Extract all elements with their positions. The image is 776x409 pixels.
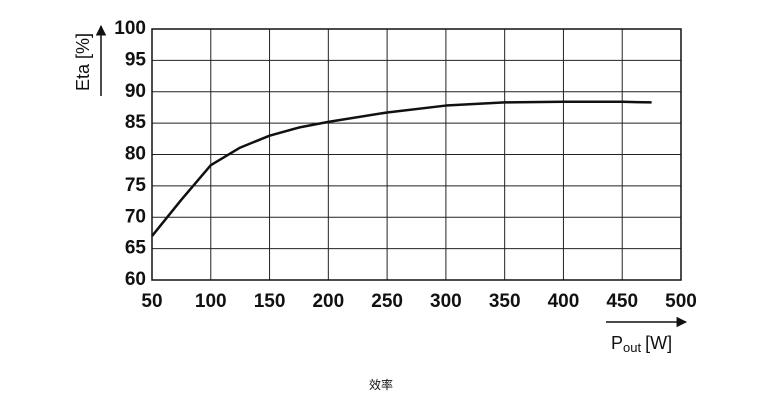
y-tick-label: 60 (125, 269, 146, 290)
y-tick-label: 65 (125, 238, 147, 259)
y-tick-label: 85 (125, 112, 147, 133)
x-tick-label: 200 (312, 291, 344, 312)
x-tick-label: 150 (254, 291, 286, 312)
y-tick-label: 100 (114, 18, 146, 39)
x-tick-label: 500 (665, 291, 697, 312)
x-label-main: P (611, 333, 623, 353)
caption: 效率 (369, 377, 393, 392)
series-line (151, 100, 652, 237)
x-label-sub: out (623, 340, 641, 355)
x-tick-label: 350 (489, 291, 521, 312)
x-tick-label: 300 (430, 291, 462, 312)
x-tick-label: 400 (548, 291, 580, 312)
x-tick-label: 50 (141, 291, 162, 312)
y-tick-label: 95 (125, 49, 147, 70)
y-tick-label: 75 (125, 175, 147, 196)
plot-frame (151, 28, 682, 281)
x-tick-label: 450 (606, 291, 638, 312)
y-tick-label: 80 (125, 144, 146, 165)
x-tick-label: 250 (371, 291, 403, 312)
y-tick-label: 70 (125, 206, 146, 227)
y-axis-label: Eta [%] (73, 33, 93, 91)
x-tick-label: 100 (195, 291, 227, 312)
x-label-unit: [W] (645, 333, 672, 353)
x-axis-label: Pout [W] (611, 333, 672, 356)
y-tick-label: 90 (125, 81, 146, 102)
